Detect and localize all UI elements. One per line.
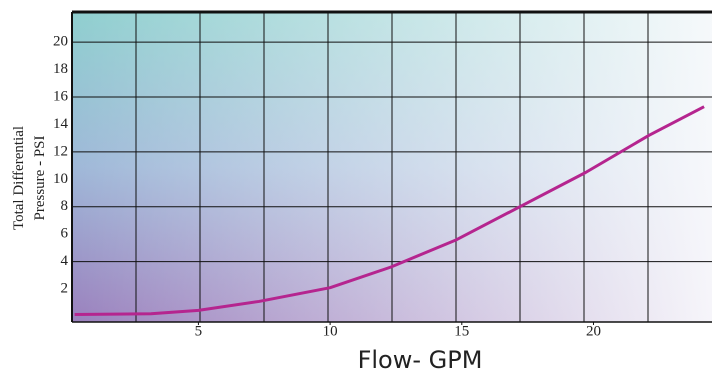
y-tick-label: 16 — [53, 88, 69, 104]
y-tick-label: 10 — [53, 171, 68, 187]
column-grid — [135, 12, 649, 322]
y-tick-label: 14 — [53, 116, 69, 132]
x-tick-label: 10 — [323, 323, 338, 339]
x-tick-label: 5 — [195, 323, 203, 339]
y-tick-label: 18 — [53, 61, 68, 77]
y-tick-label: 4 — [61, 253, 69, 269]
x-tick-label: 15 — [454, 323, 469, 339]
y-tick-label: 20 — [53, 34, 68, 50]
y-tick-label: 2 — [61, 281, 69, 297]
x-axis-label: Flow- GPM — [358, 346, 483, 374]
y-tick-label: 8 — [61, 198, 69, 214]
data-line — [74, 105, 705, 316]
y-axis-label: Pressure - PSI — [32, 135, 48, 220]
x-tick-label: 20 — [586, 323, 601, 339]
y-tick-label: 6 — [61, 226, 69, 242]
y-axis-label: Total Differential — [11, 126, 27, 230]
y-tick-label: 12 — [53, 143, 68, 159]
